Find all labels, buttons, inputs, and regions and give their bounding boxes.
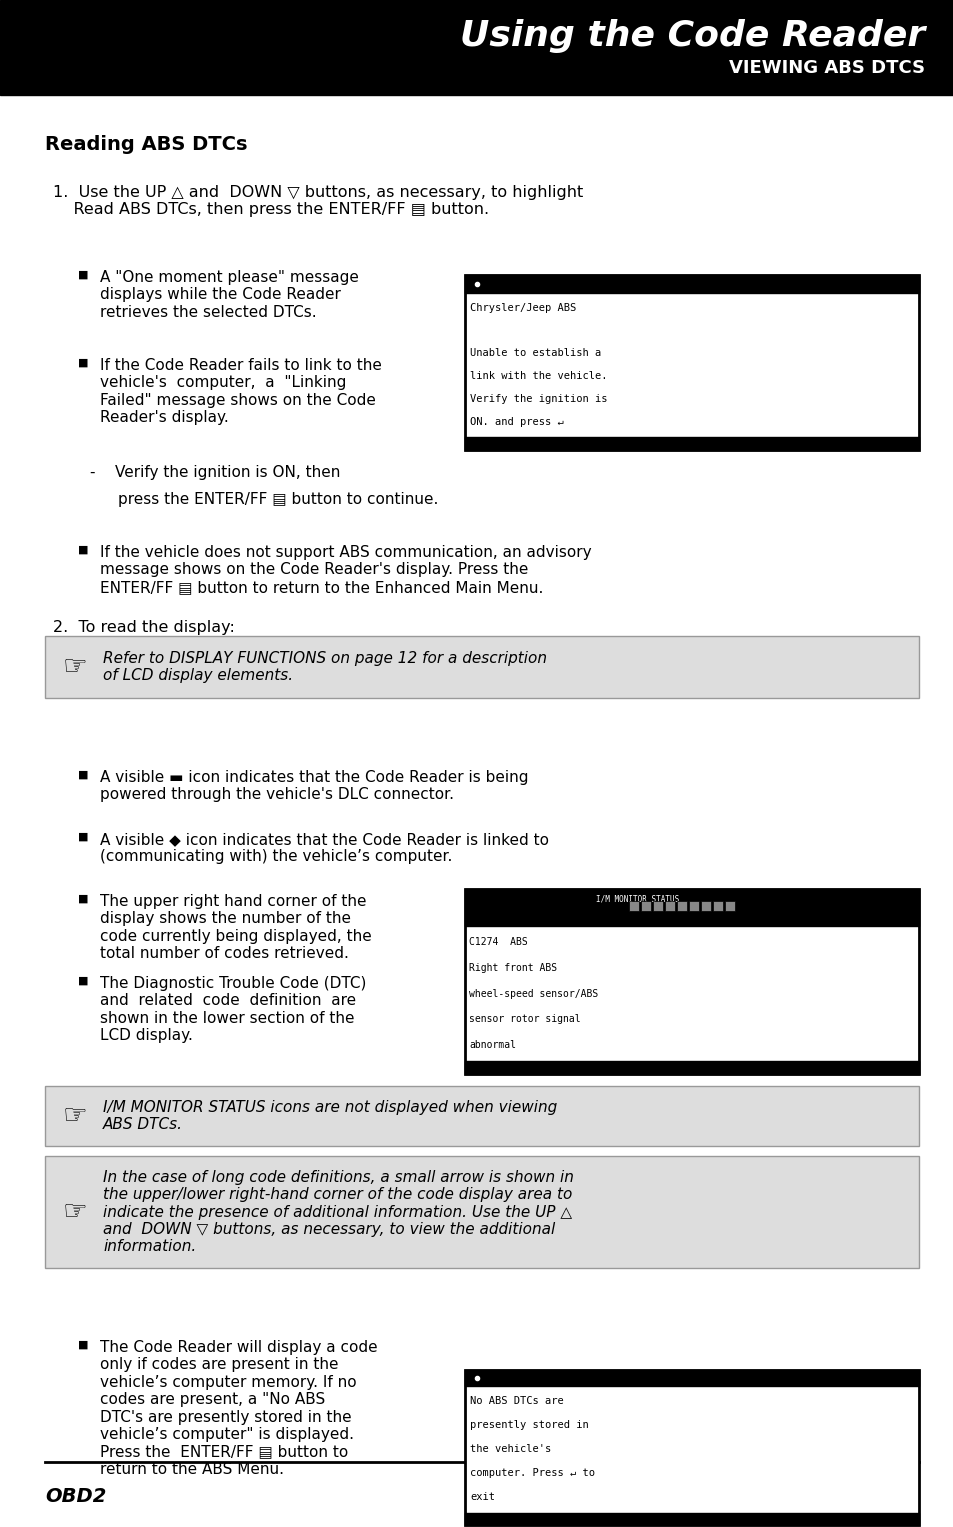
Bar xyxy=(628,901,639,910)
Text: 1.  Use the UP △ and  DOWN ▽ buttons, as necessary, to highlight
    Read ABS DT: 1. Use the UP △ and DOWN ▽ buttons, as n… xyxy=(53,185,582,217)
Text: 2.  To read the display:: 2. To read the display: xyxy=(53,620,234,635)
Text: ☞: ☞ xyxy=(63,654,88,681)
Text: Verify the ignition is: Verify the ignition is xyxy=(470,394,607,403)
Text: ■: ■ xyxy=(78,976,89,986)
Bar xyxy=(464,275,918,450)
Bar xyxy=(724,901,734,910)
Bar xyxy=(652,901,662,910)
Text: No ABS DTCs are: No ABS DTCs are xyxy=(470,1397,563,1406)
Bar xyxy=(464,437,918,450)
Text: ON. and press ↵: ON. and press ↵ xyxy=(470,417,563,426)
Text: wheel-speed sensor/ABS: wheel-speed sensor/ABS xyxy=(469,988,598,999)
Bar xyxy=(45,1156,918,1267)
Bar xyxy=(464,889,918,1073)
Text: the vehicle's: the vehicle's xyxy=(470,1445,551,1454)
Text: abnormal: abnormal xyxy=(469,1040,516,1051)
Text: Reading ABS DTCs: Reading ABS DTCs xyxy=(45,134,247,154)
Text: I/M MONITOR STATUS: I/M MONITOR STATUS xyxy=(596,895,679,904)
Text: Using the Code Reader: Using the Code Reader xyxy=(459,18,924,53)
Text: ■: ■ xyxy=(78,770,89,780)
Text: presently stored in: presently stored in xyxy=(470,1420,588,1431)
Text: sensor rotor signal: sensor rotor signal xyxy=(469,1014,580,1025)
Text: In the case of long code definitions, a small arrow is shown in
the upper/lower : In the case of long code definitions, a … xyxy=(103,1170,574,1254)
Text: computer. Press ↵ to: computer. Press ↵ to xyxy=(470,1469,595,1478)
Text: Unable to establish a: Unable to establish a xyxy=(470,348,600,359)
Bar xyxy=(464,1370,918,1385)
Text: Chrysler/Jeep ABS: Chrysler/Jeep ABS xyxy=(470,302,576,313)
Text: The Diagnostic Trouble Code (DTC)
and  related  code  definition  are
shown in t: The Diagnostic Trouble Code (DTC) and re… xyxy=(100,976,366,1043)
Bar xyxy=(0,0,953,95)
Text: Right front ABS: Right front ABS xyxy=(469,962,557,973)
Text: ☞: ☞ xyxy=(63,1102,88,1130)
Text: ■: ■ xyxy=(78,893,89,904)
Text: link with the vehicle.: link with the vehicle. xyxy=(470,371,607,382)
Bar xyxy=(677,901,686,910)
Text: ■: ■ xyxy=(78,270,89,279)
Text: VIEWING ABS DTCS: VIEWING ABS DTCS xyxy=(728,60,924,76)
Bar xyxy=(688,901,699,910)
Bar xyxy=(464,1061,918,1073)
Bar xyxy=(640,901,650,910)
Text: A "One moment please" message
displays while the Code Reader
retrieves the selec: A "One moment please" message displays w… xyxy=(100,270,358,319)
Text: ☞: ☞ xyxy=(63,1199,88,1226)
Text: Refer to DISPLAY FUNCTIONS on page 12 for a description
of LCD display elements.: Refer to DISPLAY FUNCTIONS on page 12 fo… xyxy=(103,651,546,683)
Text: If the vehicle does not support ABS communication, an advisory
message shows on : If the vehicle does not support ABS comm… xyxy=(100,545,591,596)
Bar xyxy=(464,275,918,293)
Text: press the ENTER/FF ▤ button to continue.: press the ENTER/FF ▤ button to continue. xyxy=(118,492,438,507)
Text: I/M MONITOR STATUS icons are not displayed when viewing
ABS DTCs.: I/M MONITOR STATUS icons are not display… xyxy=(103,1099,557,1132)
Text: ■: ■ xyxy=(78,1341,89,1350)
Bar xyxy=(464,1513,918,1525)
Text: ■: ■ xyxy=(78,832,89,841)
Text: 01: 01 xyxy=(899,893,912,904)
Bar xyxy=(45,637,918,698)
Text: A visible ▬ icon indicates that the Code Reader is being
powered through the veh: A visible ▬ icon indicates that the Code… xyxy=(100,770,528,802)
Bar xyxy=(45,1086,918,1145)
Text: C1274  ABS: C1274 ABS xyxy=(469,938,527,947)
Text: 02: 02 xyxy=(901,910,912,921)
Text: exit: exit xyxy=(470,1492,495,1503)
Bar xyxy=(464,889,918,925)
Text: If the Code Reader fails to link to the
vehicle's  computer,  a  "Linking
Failed: If the Code Reader fails to link to the … xyxy=(100,357,381,425)
Bar xyxy=(464,1370,918,1525)
Text: The Code Reader will display a code
only if codes are present in the
vehicle’s c: The Code Reader will display a code only… xyxy=(100,1341,377,1477)
Text: A visible ◆ icon indicates that the Code Reader is linked to
(communicating with: A visible ◆ icon indicates that the Code… xyxy=(100,832,548,864)
Text: ■: ■ xyxy=(78,357,89,368)
Text: 43: 43 xyxy=(891,1487,918,1506)
Text: OBD2: OBD2 xyxy=(45,1487,107,1506)
Bar xyxy=(664,901,675,910)
Bar xyxy=(700,901,710,910)
Text: ■: ■ xyxy=(78,545,89,554)
Text: The upper right hand corner of the
display shows the number of the
code currentl: The upper right hand corner of the displ… xyxy=(100,893,372,960)
Text: -    Verify the ignition is ON, then: - Verify the ignition is ON, then xyxy=(90,466,340,479)
Bar xyxy=(712,901,722,910)
